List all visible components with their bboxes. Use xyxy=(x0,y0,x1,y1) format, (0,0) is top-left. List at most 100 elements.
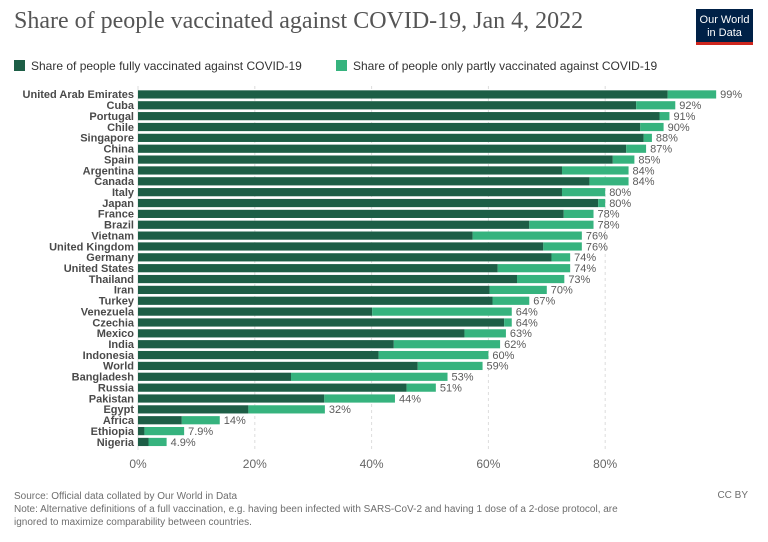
data-label: 78% xyxy=(598,209,620,221)
data-label: 14% xyxy=(224,415,246,427)
category-label: United States xyxy=(64,263,134,275)
bar-partial xyxy=(144,426,185,436)
x-tick-label: 20% xyxy=(243,457,267,471)
data-label: 60% xyxy=(492,350,514,362)
bar-partial xyxy=(489,285,547,295)
bar-partial xyxy=(612,155,635,164)
category-label: Portugal xyxy=(89,111,134,123)
note-line-2: ignored to maximize comparability betwee… xyxy=(14,517,252,528)
data-label: 73% xyxy=(568,274,590,286)
bar-partial xyxy=(497,264,571,273)
data-label: 87% xyxy=(650,144,672,156)
x-tick-label: 40% xyxy=(360,457,384,471)
bar-partial xyxy=(543,242,582,251)
bar-chart: 0% 20% 40% 60% 80% United Arab Emirates 99% Cub… xyxy=(23,86,742,471)
category-label: Japan xyxy=(102,198,134,210)
bar-full xyxy=(138,437,149,447)
category-label: Indonesia xyxy=(83,350,135,362)
category-label: Nigeria xyxy=(97,437,135,449)
data-label: 91% xyxy=(673,111,695,123)
category-label: Thailand xyxy=(89,274,134,286)
category-label: United Kingdom xyxy=(49,241,134,253)
bar-full xyxy=(138,394,325,403)
category-label: Mexico xyxy=(97,328,135,340)
bar-full xyxy=(138,101,637,110)
bar-full xyxy=(138,122,641,132)
data-label: 76% xyxy=(586,241,608,253)
bar-full xyxy=(138,177,590,186)
bar-full xyxy=(138,242,544,251)
category-label: Vietnam xyxy=(91,230,134,242)
bar-full xyxy=(138,264,498,273)
category-label: Cuba xyxy=(107,100,135,112)
bar-partial xyxy=(667,90,717,99)
data-label: 4.9% xyxy=(171,437,196,449)
category-label: Pakistan xyxy=(89,393,135,405)
bar-partial xyxy=(589,177,629,186)
category-label: Argentina xyxy=(83,165,135,177)
category-label: Germany xyxy=(86,252,135,264)
bar-partial xyxy=(643,133,652,142)
license-text[interactable]: CC BY xyxy=(717,490,748,501)
category-label: Singapore xyxy=(80,133,134,145)
bar-full xyxy=(138,112,660,121)
data-label: 80% xyxy=(609,198,631,210)
bar-partial xyxy=(659,112,670,121)
bar-partial xyxy=(504,318,512,327)
data-label: 88% xyxy=(656,133,678,145)
bar-full xyxy=(138,318,505,327)
data-label: 85% xyxy=(638,154,660,166)
bar-partial xyxy=(472,231,582,240)
bar-partial xyxy=(636,101,676,110)
category-label: Brazil xyxy=(104,220,134,232)
logo-line-2: in Data xyxy=(707,27,742,39)
data-label: 80% xyxy=(609,187,631,199)
bar-full xyxy=(138,307,373,316)
bar-partial xyxy=(563,209,594,218)
logo-line-1: Our World xyxy=(699,14,750,26)
bar-full xyxy=(138,340,394,349)
bar-full xyxy=(138,253,552,262)
bar-partial xyxy=(248,405,325,414)
legend-label-partial: Share of people only partly vaccinated a… xyxy=(353,59,658,73)
legend-swatch-partial xyxy=(336,60,347,71)
bar-partial xyxy=(324,394,395,403)
bar-full xyxy=(138,220,530,229)
bar-full xyxy=(138,90,668,99)
category-label: Chile xyxy=(107,122,134,134)
legend-swatch-full xyxy=(14,60,25,71)
category-label: World xyxy=(103,361,134,373)
bar-full xyxy=(138,209,564,218)
bar-partial xyxy=(148,437,167,447)
data-label: 64% xyxy=(516,306,538,318)
legend-label-full: Share of people fully vaccinated against… xyxy=(31,59,302,73)
category-label: Ethiopia xyxy=(91,426,135,438)
bar-full xyxy=(138,329,465,338)
data-label: 76% xyxy=(586,230,608,242)
bar-full xyxy=(138,231,473,240)
owid-logo[interactable]: Our World in Data xyxy=(696,9,753,45)
x-tick-label: 0% xyxy=(129,457,147,471)
bar-partial xyxy=(372,307,512,316)
bar-partial xyxy=(561,188,606,197)
bar-partial xyxy=(393,340,501,349)
bar-partial xyxy=(551,253,571,262)
bar-partial xyxy=(464,329,506,338)
bar-full xyxy=(138,198,599,208)
category-label: Iran xyxy=(114,285,134,297)
bar-full xyxy=(138,405,249,414)
category-label: Turkey xyxy=(99,296,135,308)
x-tick-label: 80% xyxy=(593,457,617,471)
category-label: Venezuela xyxy=(81,306,135,318)
data-label: 99% xyxy=(720,89,742,101)
bar-full xyxy=(138,166,562,175)
data-label: 84% xyxy=(633,176,655,188)
bar-partial xyxy=(492,296,530,305)
bar-partial xyxy=(406,383,436,392)
data-label: 78% xyxy=(598,220,620,232)
bar-full xyxy=(138,133,644,142)
bar-partial xyxy=(378,350,489,360)
bar-partial xyxy=(181,416,220,425)
bar-full xyxy=(138,361,418,371)
category-label: United Arab Emirates xyxy=(23,89,134,101)
